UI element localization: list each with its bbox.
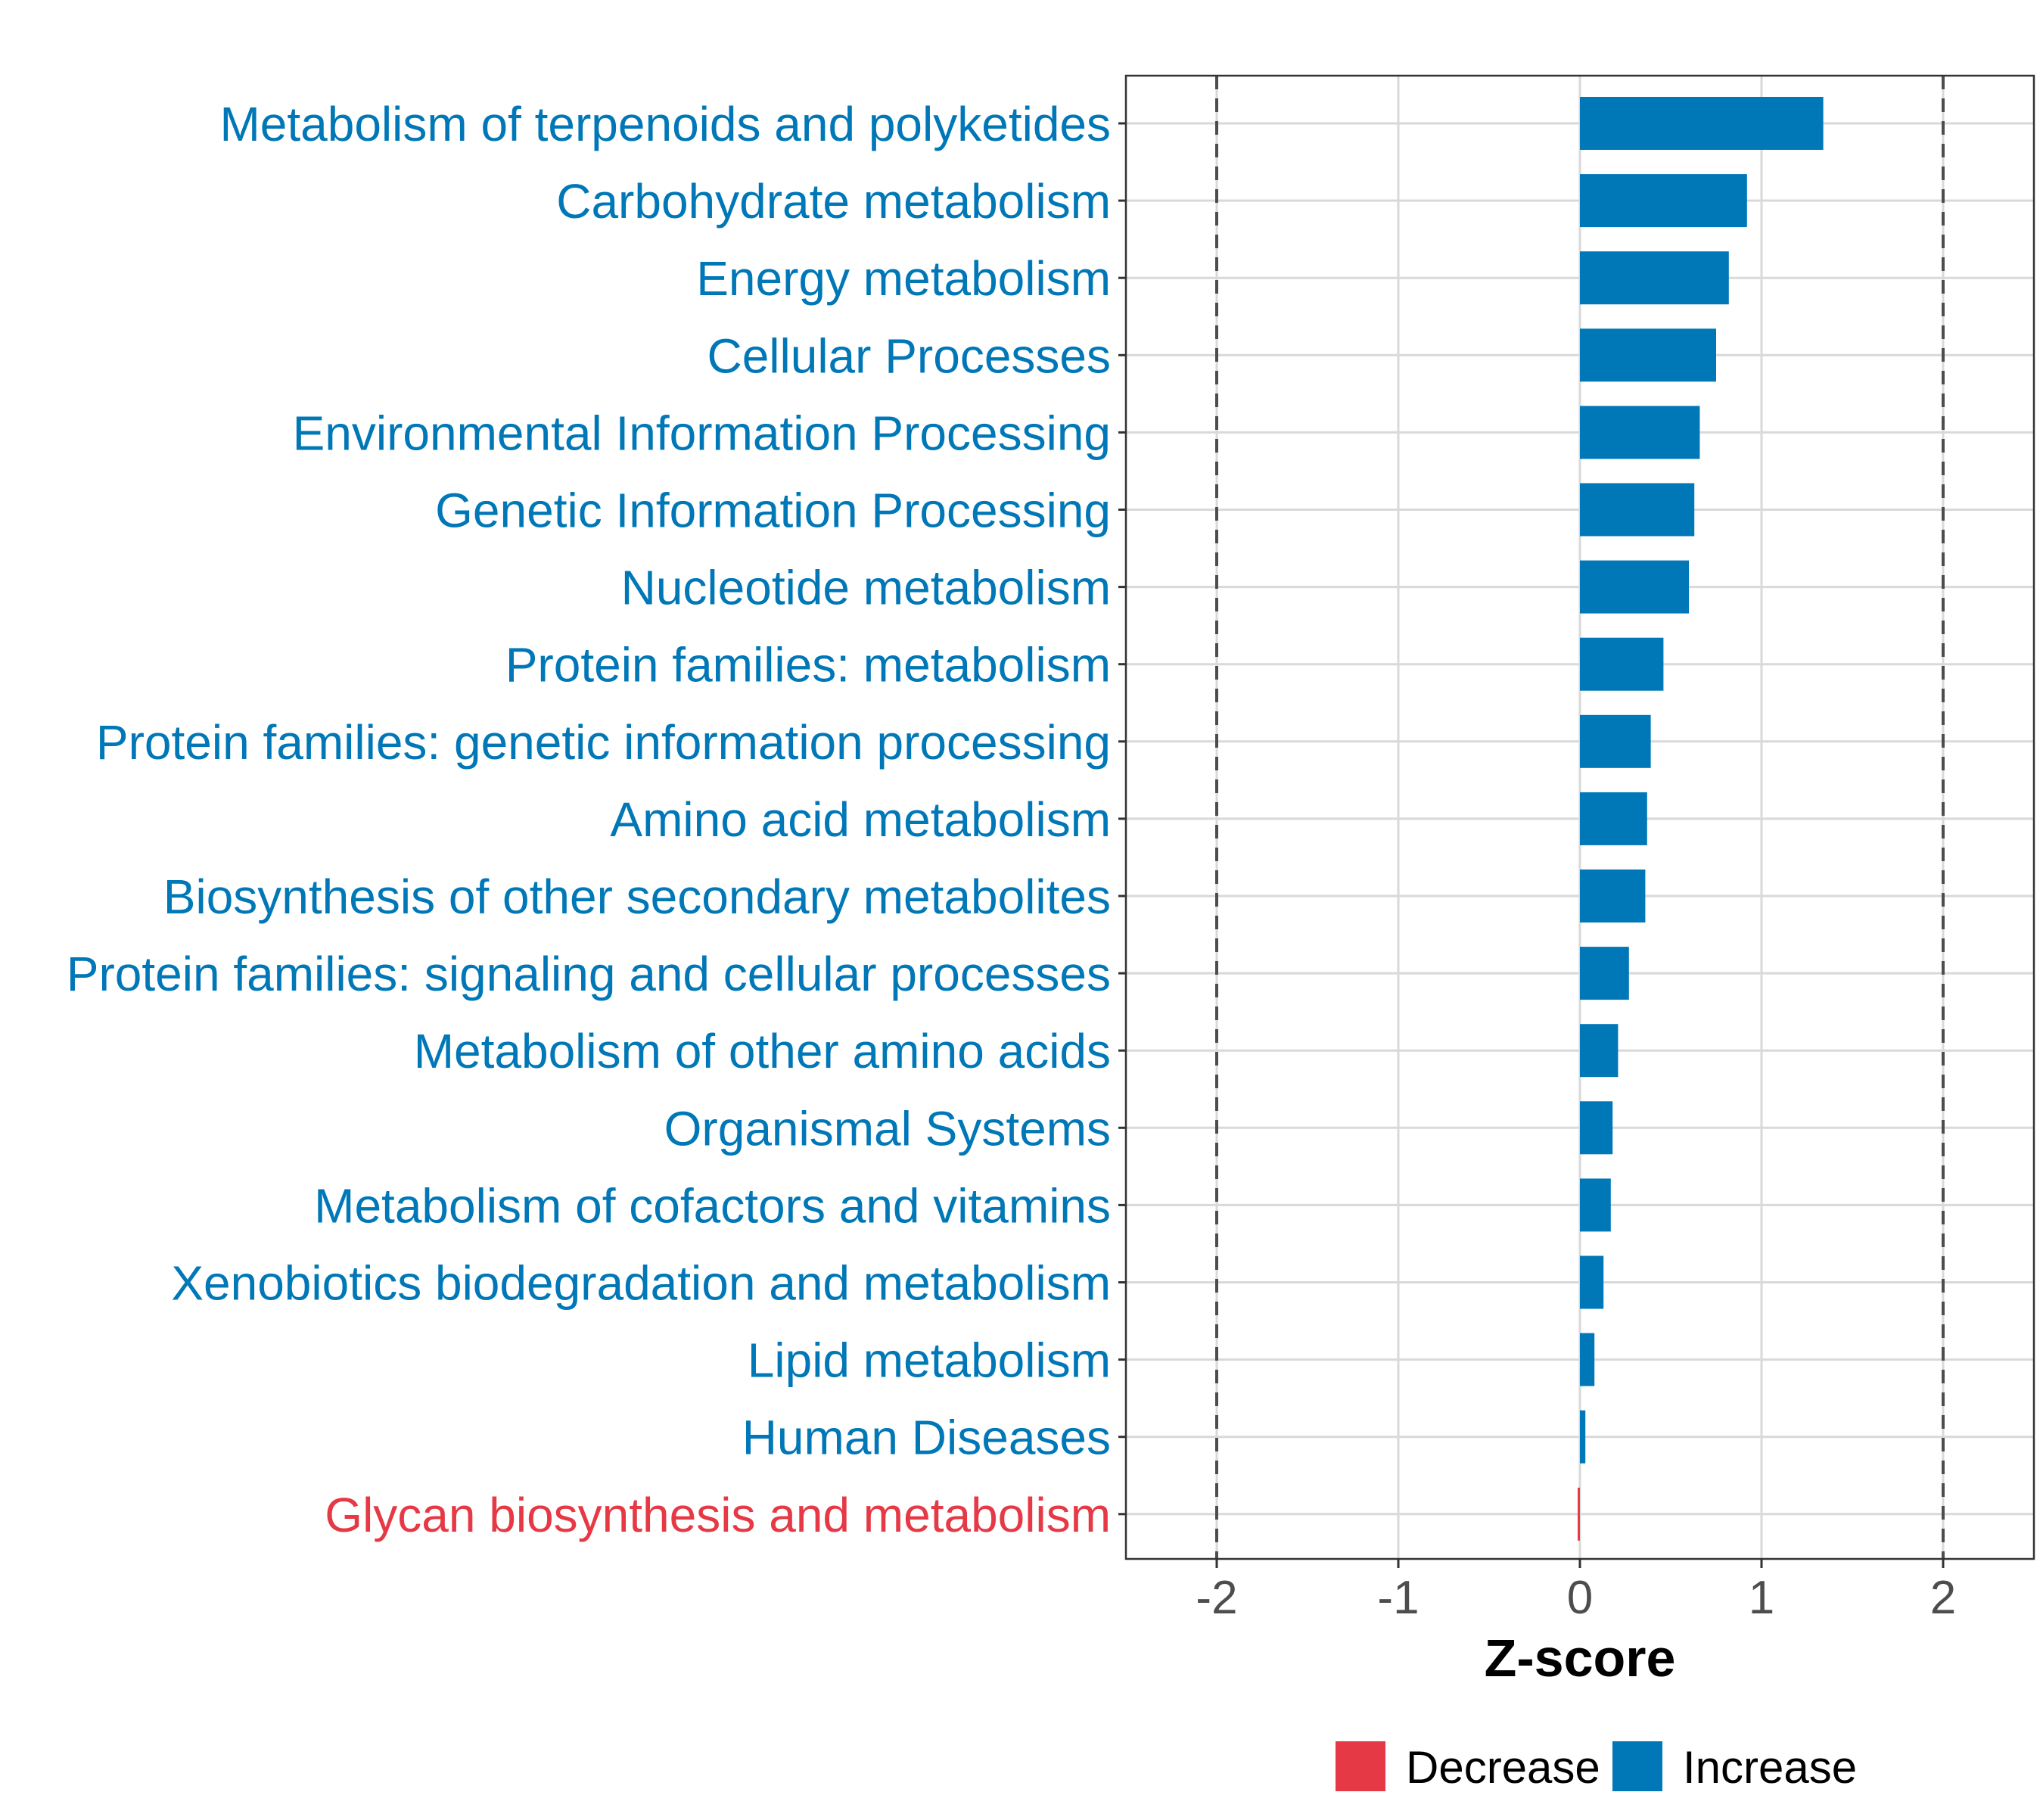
legend-label-increase: Increase — [1683, 1742, 1857, 1793]
x-axis-title: Z-score — [1485, 1629, 1676, 1688]
x-tick-label-2: 0 — [1567, 1572, 1593, 1624]
y-tick-label-12: Metabolism of other amino acids — [414, 1024, 1111, 1078]
bar-10 — [1580, 870, 1646, 922]
y-tick-label-13: Organismal Systems — [664, 1101, 1111, 1156]
y-tick-label-14: Metabolism of cofactors and vitamins — [314, 1178, 1111, 1233]
bar-18 — [1578, 1487, 1580, 1541]
y-tick-label-5: Genetic Information Processing — [435, 484, 1111, 538]
y-tick-label-6: Nucleotide metabolism — [621, 561, 1111, 615]
legend-label-decrease: Decrease — [1406, 1742, 1600, 1793]
bar-3 — [1580, 328, 1716, 382]
y-tick-label-17: Human Diseases — [742, 1411, 1111, 1465]
y-tick-label-1: Carbohydrate metabolism — [556, 174, 1111, 229]
bar-5 — [1580, 483, 1695, 537]
y-tick-label-2: Energy metabolism — [696, 251, 1111, 306]
bar-4 — [1580, 406, 1700, 459]
bar-0 — [1580, 97, 1824, 150]
bar-6 — [1580, 560, 1689, 614]
bar-13 — [1580, 1101, 1613, 1155]
x-tick-label-0: -2 — [1196, 1572, 1237, 1624]
y-tick-label-16: Lipid metabolism — [748, 1333, 1111, 1388]
legend-key-decrease — [1336, 1741, 1385, 1791]
bar-9 — [1580, 792, 1647, 845]
y-tick-label-8: Protein families: genetic information pr… — [96, 715, 1111, 770]
x-tick-label-3: 1 — [1749, 1572, 1774, 1624]
bar-8 — [1580, 714, 1651, 768]
y-tick-label-9: Amino acid metabolism — [610, 792, 1111, 847]
y-tick-label-15: Xenobiotics biodegradation and metabolis… — [171, 1256, 1111, 1311]
bar-7 — [1580, 637, 1664, 691]
x-tick-label-4: 2 — [1930, 1572, 1956, 1624]
x-tick-label-1: -1 — [1377, 1572, 1419, 1624]
bar-12 — [1580, 1024, 1619, 1078]
bar-15 — [1580, 1255, 1604, 1309]
y-tick-label-4: Environmental Information Processing — [293, 406, 1111, 460]
bar-14 — [1580, 1178, 1611, 1232]
y-tick-label-3: Cellular Processes — [707, 328, 1111, 383]
bar-11 — [1580, 947, 1629, 1000]
y-tick-label-7: Protein families: metabolism — [505, 638, 1111, 692]
y-tick-label-10: Biosynthesis of other secondary metaboli… — [163, 870, 1111, 924]
bar-16 — [1580, 1333, 1595, 1386]
y-tick-label-18: Glycan biosynthesis and metabolism — [325, 1488, 1111, 1542]
bar-2 — [1580, 251, 1729, 305]
y-tick-label-0: Metabolism of terpenoids and polyketides — [219, 97, 1111, 151]
bar-1 — [1580, 174, 1747, 228]
y-tick-label-11: Protein families: signaling and cellular… — [67, 947, 1111, 1001]
legend-key-increase — [1612, 1741, 1662, 1791]
bar-17 — [1580, 1410, 1586, 1464]
